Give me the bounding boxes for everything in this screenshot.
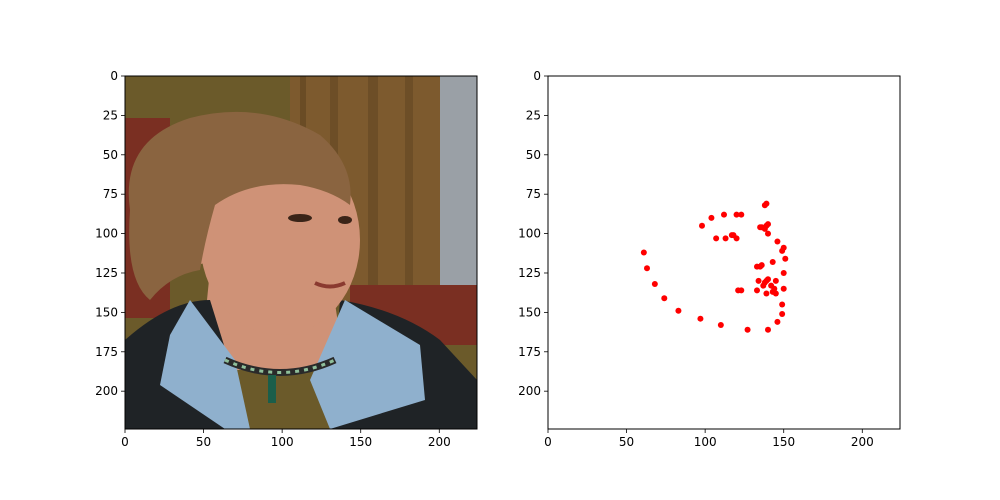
photo-pendant [268,375,276,403]
photo-necklace-beads [224,358,336,374]
left-x-tick-label: 50 [196,435,211,449]
scatter-point [721,211,727,218]
photo-face [200,145,360,335]
left-y-axis: 0 25 50 75 100 125 150 175 200 [95,69,125,398]
scatter-point [779,310,786,317]
left-axes-frame [124,75,478,430]
scatter-points-layer [640,200,789,333]
scatter-point [744,326,751,333]
left-x-tick-label: 150 [349,435,372,449]
scatter-point [782,255,789,262]
face-photo-image [125,76,477,429]
photo-mouth [314,281,346,289]
right-y-tick-label: 75 [526,187,541,201]
scatter-point [651,281,658,288]
left-y-tick-label: 0 [110,69,118,83]
right-scatter-panel: 0 50 100 150 200 0 25 50 75 100 125 150 175 200 [518,69,901,449]
scatter-point [717,321,724,328]
scatter-point [765,230,771,237]
right-y-tick-label: 50 [526,148,541,162]
scatter-point [699,222,705,229]
scatter-point [640,249,647,256]
scatter-point [765,326,771,333]
left-y-tick-label: 25 [103,108,118,122]
photo-hair [128,111,351,300]
photo-eye [338,216,352,224]
right-y-tick-label: 175 [518,345,541,359]
photo-wall [440,76,477,306]
curtain-fold [368,76,378,306]
curtain-fold [405,76,413,306]
scatter-point [697,315,704,322]
left-x-tick-label: 200 [428,435,451,449]
right-x-tick-label: 150 [772,435,795,449]
left-y-tick-label: 175 [95,345,118,359]
scatter-point [661,295,668,302]
scatter-point [713,235,720,242]
right-x-tick-label: 100 [694,435,717,449]
scatter-point [738,211,745,218]
scatter-point [754,287,760,294]
scatter-point [755,277,762,284]
left-y-tick-label: 200 [95,384,118,398]
left-y-tick-label: 150 [95,305,118,319]
right-x-tick-label: 200 [851,435,874,449]
scatter-point [763,290,770,297]
scatter-point [769,258,776,265]
right-x-tick-label: 0 [544,435,552,449]
right-x-axis: 0 50 100 150 200 [544,429,874,449]
right-y-axis: 0 25 50 75 100 125 150 175 200 [518,69,548,398]
scatter-point [708,214,715,221]
scatter-point [774,318,781,325]
scatter-point [675,307,682,314]
scatter-point [728,232,735,239]
scatter-point [774,238,781,245]
scatter-point [763,200,770,207]
right-y-tick-label: 0 [533,69,541,83]
right-y-tick-label: 100 [518,227,541,241]
scatter-point [769,288,776,295]
scatter-point [780,269,787,276]
photo-collar-right [310,300,425,429]
scatter-point [760,282,767,289]
scatter-point [644,265,650,272]
left-y-tick-label: 100 [95,227,118,241]
scatter-point [780,285,787,292]
left-y-tick-label: 50 [103,148,118,162]
scatter-point [738,287,745,294]
scatter-point [733,211,740,218]
scatter-point [757,224,764,231]
left-x-axis: 0 50 100 150 200 [121,429,451,449]
scatter-point [779,247,786,254]
right-x-tick-label: 50 [619,435,634,449]
photo-eye [288,214,312,222]
right-y-tick-label: 200 [518,384,541,398]
scatter-point [722,235,729,242]
photo-collar-left [160,300,250,429]
scatter-point [779,301,786,308]
right-y-tick-label: 125 [518,266,541,280]
left-x-tick-label: 100 [271,435,294,449]
scatter-point [754,263,760,270]
right-axes-background [548,76,900,429]
left-y-tick-label: 125 [95,266,118,280]
scatter-point [765,221,771,228]
left-y-tick-label: 75 [103,187,118,201]
scatter-point [772,277,779,284]
right-y-tick-label: 25 [526,108,541,122]
right-y-tick-label: 150 [518,305,541,319]
left-image-panel: 0 50 100 150 200 0 25 50 75 100 125 150 175 200 [95,69,478,449]
scatter-point [763,277,770,284]
right-axes-frame [547,75,901,430]
left-x-tick-label: 0 [121,435,129,449]
